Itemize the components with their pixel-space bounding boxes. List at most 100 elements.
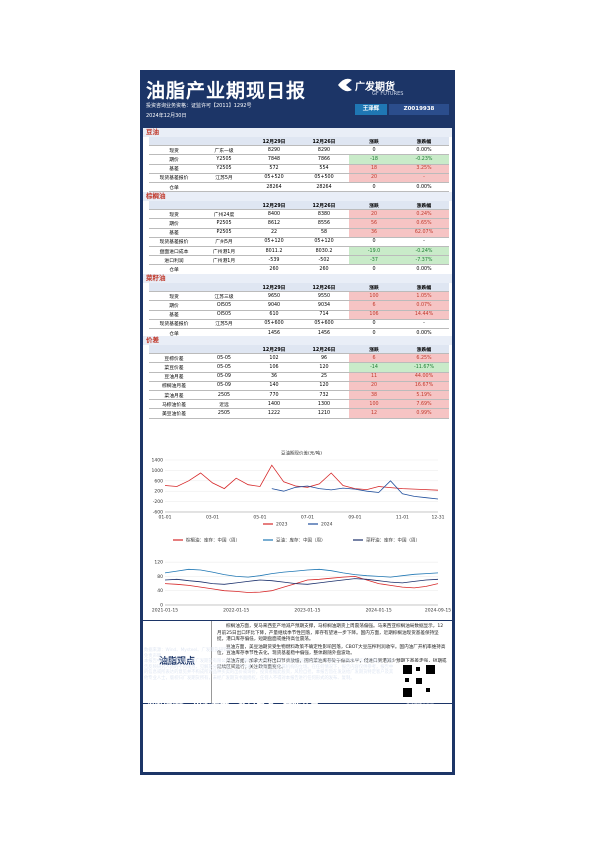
table-cell: 广州港1月 — [199, 246, 249, 257]
y-tick-label: 1000 — [152, 468, 164, 474]
table-cell: 96 — [299, 353, 349, 364]
table-cell: 14.44% — [399, 310, 449, 320]
table-cell: 期价 — [149, 154, 199, 165]
table-cell: - — [399, 319, 449, 329]
table-cell — [199, 137, 249, 147]
table-cell: 涨跌幅 — [399, 283, 449, 293]
x-tick-label: 03-01 — [206, 515, 219, 521]
x-tick-label: 12-31 — [431, 515, 444, 521]
viewpoint: 油脂观点 棕榈油方面，受马来西亚产地减产预期支撑，马棕榈油期货上周震荡偏强。马来… — [143, 620, 452, 704]
table-cell — [199, 283, 249, 293]
table-row: 基差 OI505 610 714 106 14.44% — [149, 310, 449, 320]
table-cell: 盘面进口成本 — [149, 246, 199, 257]
logo-en: GF FUTURES — [372, 91, 404, 97]
table-cell: 进口利润 — [149, 255, 199, 266]
table-cell: Y2505 — [199, 164, 249, 174]
y-tick-label: 0 — [160, 603, 163, 609]
table-cell: 9040 — [249, 300, 299, 311]
x-tick-label: 2021-01-15 — [152, 608, 178, 614]
table-cell: 0.00% — [399, 264, 449, 275]
table-cell: 05+600 — [299, 319, 349, 329]
table-cell: 0 — [349, 182, 399, 193]
logo: 广发期货 — [355, 82, 395, 93]
table-cell: 05+600 — [249, 319, 299, 329]
table-section: 豆油 12月29日 12月26日 涨跌 涨跌幅 现货 广东一级 8290 8290 0 0.00% 期… — [143, 128, 452, 193]
table-cell: -14 — [349, 362, 399, 373]
table-cell: 美豆油价差 — [149, 408, 199, 419]
table-cell: 豆棕价差 — [149, 353, 199, 364]
table-cell: 0 — [349, 237, 399, 247]
table-cell: 1300 — [299, 399, 349, 410]
report-title: 油脂产业期现日报 — [146, 80, 307, 102]
chart-title: 豆油期现价差(元/吨) — [281, 450, 322, 457]
table-cell: 现货 — [149, 209, 199, 220]
table-cell: 102 — [249, 353, 299, 364]
table-cell: 8030.2 — [299, 246, 349, 257]
table-cell: 涨跌幅 — [399, 345, 449, 355]
y-tick-label: 200 — [154, 489, 163, 495]
table-cell: 豆油月差 — [149, 372, 199, 382]
y-tick-label: 40 — [157, 588, 163, 594]
table-cell: 770 — [249, 390, 299, 401]
table-cell: 12月29日 — [249, 283, 299, 293]
section-title: 棕榈油 — [143, 192, 452, 201]
table-cell: 38 — [349, 390, 399, 401]
table-row: 仓单 28264 28264 0 0.00% — [149, 182, 449, 193]
table-cell: 现货 — [149, 145, 199, 156]
x-tick-label: 05-01 — [253, 515, 266, 521]
table-cell: 56 — [349, 218, 399, 229]
table-cell: 11 — [349, 372, 399, 382]
table-cell: 572 — [249, 164, 299, 174]
table-cell: 9550 — [299, 291, 349, 302]
table-cell: 1222 — [249, 408, 299, 419]
analyst-id: Z0019938 — [389, 104, 449, 115]
table-cell: 05-09 — [199, 372, 249, 382]
table-cell: P2505 — [199, 228, 249, 238]
chart: 豆油期现价差(元/吨) -600 -200 200 600 1000 1400 01-01 03… — [152, 450, 445, 528]
table-cell: 江苏5月 — [199, 319, 249, 329]
date: 2024年12月30日 — [146, 113, 187, 119]
table-cell: 140 — [249, 381, 299, 391]
table-cell: -539 — [249, 255, 299, 266]
table-cell: 610 — [249, 310, 299, 320]
table-cell — [199, 201, 249, 211]
table-row: 棕榈油月差 05-09 140 120 20 16.67% — [149, 381, 449, 391]
table-cell: 0 — [349, 145, 399, 156]
y-tick-label: 80 — [157, 574, 163, 580]
table-cell: 5.19% — [399, 390, 449, 401]
x-tick-label: 11-01 — [396, 515, 409, 521]
table-section: 菜籽油 12月29日 12月26日 涨跌 涨跌幅 现货 江苏三级 9650 9550 100 1.0… — [143, 274, 452, 339]
y-tick-label: 600 — [154, 478, 163, 484]
table-cell: 120 — [299, 381, 349, 391]
table-cell: 36 — [249, 372, 299, 382]
slogan: 知识图强，求实奉献，客户至上，合作共赢 — [148, 701, 320, 711]
table-cell: 0 — [349, 319, 399, 329]
table-row: 期价 OI505 9040 9034 6 0.07% — [149, 300, 449, 311]
table-cell: -0.24% — [399, 246, 449, 257]
table-cell — [149, 283, 199, 293]
table-row: 豆油月差 05-09 36 25 11 44.00% — [149, 372, 449, 382]
legend-label: 豆油：库存：中国（周） — [276, 537, 326, 544]
table-cell: 05+500 — [299, 173, 349, 183]
table-cell: 涨跌 — [349, 345, 399, 355]
table-cell: 广州5月 — [199, 237, 249, 247]
table-cell: 菜豆价差 — [149, 362, 199, 373]
qr-code — [400, 662, 438, 700]
series-line — [164, 568, 439, 578]
table-cell: 基差 — [149, 164, 199, 174]
table-cell: 0.99% — [399, 408, 449, 419]
table-cell: -11.67% — [399, 362, 449, 373]
data-table: 12月29日 12月26日 涨跌 涨跌幅 现货 江苏三级 9650 9550 100 1.05% 期… — [149, 283, 449, 339]
series-line — [271, 480, 439, 500]
table-row: 现货 广州24度 8400 8380 20 0.24% — [149, 209, 449, 220]
y-tick-label: 120 — [154, 560, 163, 566]
table-cell: 涨跌幅 — [399, 137, 449, 147]
table-cell: 9034 — [299, 300, 349, 311]
table-cell: 20 — [349, 209, 399, 220]
table-cell: 260 — [249, 264, 299, 275]
table-cell: 仓单 — [149, 182, 199, 193]
analyst: 王泽辉 — [355, 104, 387, 115]
table-row: 12月29日 12月26日 涨跌 涨跌幅 — [149, 345, 449, 355]
footer: 数据来源：Wind、Mysteel、广发期货研究所 免责声明 本报告中的信息均来… — [144, 648, 394, 682]
